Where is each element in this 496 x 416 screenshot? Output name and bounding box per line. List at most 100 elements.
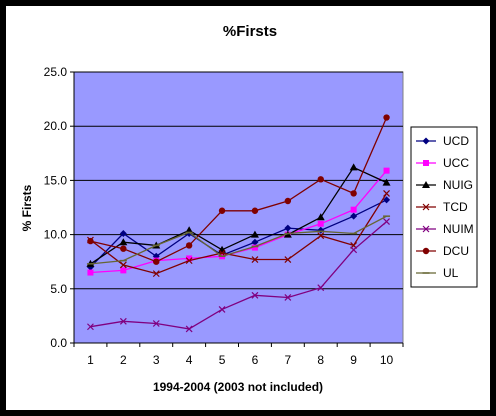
legend-label: NUIG <box>443 178 473 192</box>
data-point <box>383 196 391 204</box>
legend-label: NUIM <box>443 222 474 236</box>
legend-label: DCU <box>443 244 469 258</box>
x-tick-label: 4 <box>186 353 193 367</box>
x-tick-label: 8 <box>317 353 324 367</box>
series-line <box>90 117 388 263</box>
y-tick-label: 5.0 <box>50 282 67 296</box>
legend-item-tcd: TCD <box>416 200 468 214</box>
legend-item-nuim: NUIM <box>416 222 474 236</box>
y-tick-label: 10.0 <box>44 228 68 242</box>
data-point <box>317 284 325 292</box>
series-dcu <box>87 114 390 265</box>
x-tick-label: 5 <box>219 353 226 367</box>
series-line <box>90 166 387 265</box>
x-axis: 1 2 3 4 5 6 7 8 9 10 <box>73 342 404 367</box>
legend-label: TCD <box>443 200 468 214</box>
data-point <box>284 256 292 263</box>
legend-item-ucd: UCD <box>416 134 469 148</box>
data-point <box>284 294 292 301</box>
data-point <box>317 176 324 183</box>
data-point <box>120 245 127 252</box>
x-tick-label: 9 <box>350 353 357 367</box>
data-point <box>317 232 325 240</box>
data-point <box>152 320 160 327</box>
data-point <box>383 218 390 226</box>
data-point <box>120 267 127 274</box>
data-point <box>185 325 193 333</box>
data-point <box>218 305 226 313</box>
data-point <box>422 137 430 145</box>
data-point <box>218 207 226 214</box>
legend-label: UCD <box>443 134 469 148</box>
data-point <box>383 114 390 121</box>
data-point <box>423 160 429 166</box>
x-tick-label: 10 <box>380 353 394 367</box>
data-point <box>284 224 292 232</box>
gridlines <box>74 71 403 290</box>
y-axis-label: % Firsts <box>20 184 34 231</box>
legend-item-dcu: DCU <box>416 244 469 258</box>
legend-label: UL <box>443 266 459 280</box>
data-point <box>152 270 160 278</box>
series-line <box>90 215 387 265</box>
series-layer <box>86 114 391 333</box>
series-line <box>90 221 388 330</box>
y-tick-label: 20.0 <box>44 119 68 133</box>
data-point <box>350 206 357 213</box>
data-point <box>422 225 430 233</box>
y-tick-label: 25.0 <box>44 65 68 79</box>
data-point <box>251 291 259 299</box>
series-ucd <box>86 196 391 271</box>
data-point <box>350 246 358 254</box>
series-line <box>90 199 387 268</box>
x-tick-label: 7 <box>285 353 292 367</box>
x-tick-label: 6 <box>252 353 259 367</box>
legend-item-nuig: NUIG <box>416 178 473 192</box>
data-point <box>251 244 258 251</box>
data-point <box>119 317 127 325</box>
data-point <box>251 207 259 214</box>
series-ul <box>86 215 391 265</box>
y-tick-label: 0.0 <box>50 336 67 350</box>
legend-item-ul: UL <box>416 266 459 280</box>
data-point <box>383 167 390 174</box>
plot-area <box>73 71 404 344</box>
data-point <box>349 163 358 171</box>
data-point <box>350 190 357 197</box>
data-point <box>284 197 292 205</box>
data-point <box>250 230 259 238</box>
data-point <box>87 237 94 245</box>
legend: UCD UCC NUIG TCD NUIM DCU UL <box>410 126 478 288</box>
data-point <box>251 238 259 246</box>
x-tick-label: 3 <box>153 353 160 367</box>
data-point <box>316 213 325 221</box>
data-point <box>383 189 390 197</box>
x-tick-label: 2 <box>120 353 127 367</box>
data-point <box>422 203 430 211</box>
series-line <box>90 193 388 275</box>
data-point <box>251 256 259 263</box>
data-point <box>87 323 94 331</box>
data-point <box>382 178 391 186</box>
data-point <box>119 230 127 238</box>
data-point <box>119 261 127 269</box>
data-point <box>317 220 324 227</box>
data-point <box>153 258 160 265</box>
chart-title: %Firsts <box>223 23 277 40</box>
data-point <box>186 255 193 262</box>
data-point <box>185 226 194 234</box>
data-point <box>87 269 94 276</box>
legend-label: UCC <box>443 156 469 170</box>
x-tick-label: 1 <box>87 353 94 367</box>
y-axis: 0.0 5.0 10.0 15.0 20.0 25.0 <box>44 65 75 350</box>
data-point <box>422 247 430 255</box>
data-point <box>185 242 193 249</box>
data-point <box>350 212 358 220</box>
legend-item-ucc: UCC <box>416 156 469 170</box>
data-point <box>422 181 430 188</box>
series-nuim <box>87 218 390 333</box>
data-point <box>119 238 128 246</box>
y-tick-label: 15.0 <box>44 173 68 187</box>
x-axis-label: 1994-2004 (2003 not included) <box>153 380 323 394</box>
